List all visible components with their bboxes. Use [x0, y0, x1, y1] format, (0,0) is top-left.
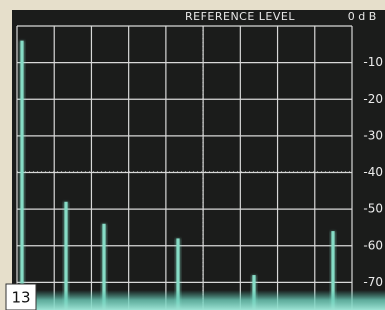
y-tick-label: -40 — [363, 165, 383, 179]
y-tick-label: -50 — [363, 202, 383, 216]
y-tick-label: -20 — [363, 92, 383, 106]
spike — [20, 41, 23, 310]
y-tick-label: -70 — [363, 275, 383, 289]
figure-label: 13 — [11, 289, 30, 307]
reference-level: 0 d B — [348, 10, 377, 23]
y-tick-label: -30 — [363, 128, 383, 142]
chart: REFERENCE LEVEL 0 d B 13 -10 -20 -30 -40 -50… — [0, 0, 385, 310]
y-tick-label: -10 — [363, 55, 383, 69]
noise-floor — [12, 290, 385, 310]
y-tick-label: -60 — [363, 238, 383, 252]
chart-title: REFERENCE LEVEL — [185, 10, 295, 23]
page: REFERENCE LEVEL 0 d B 13 -10 -20 -30 -40 -50… — [0, 0, 385, 310]
